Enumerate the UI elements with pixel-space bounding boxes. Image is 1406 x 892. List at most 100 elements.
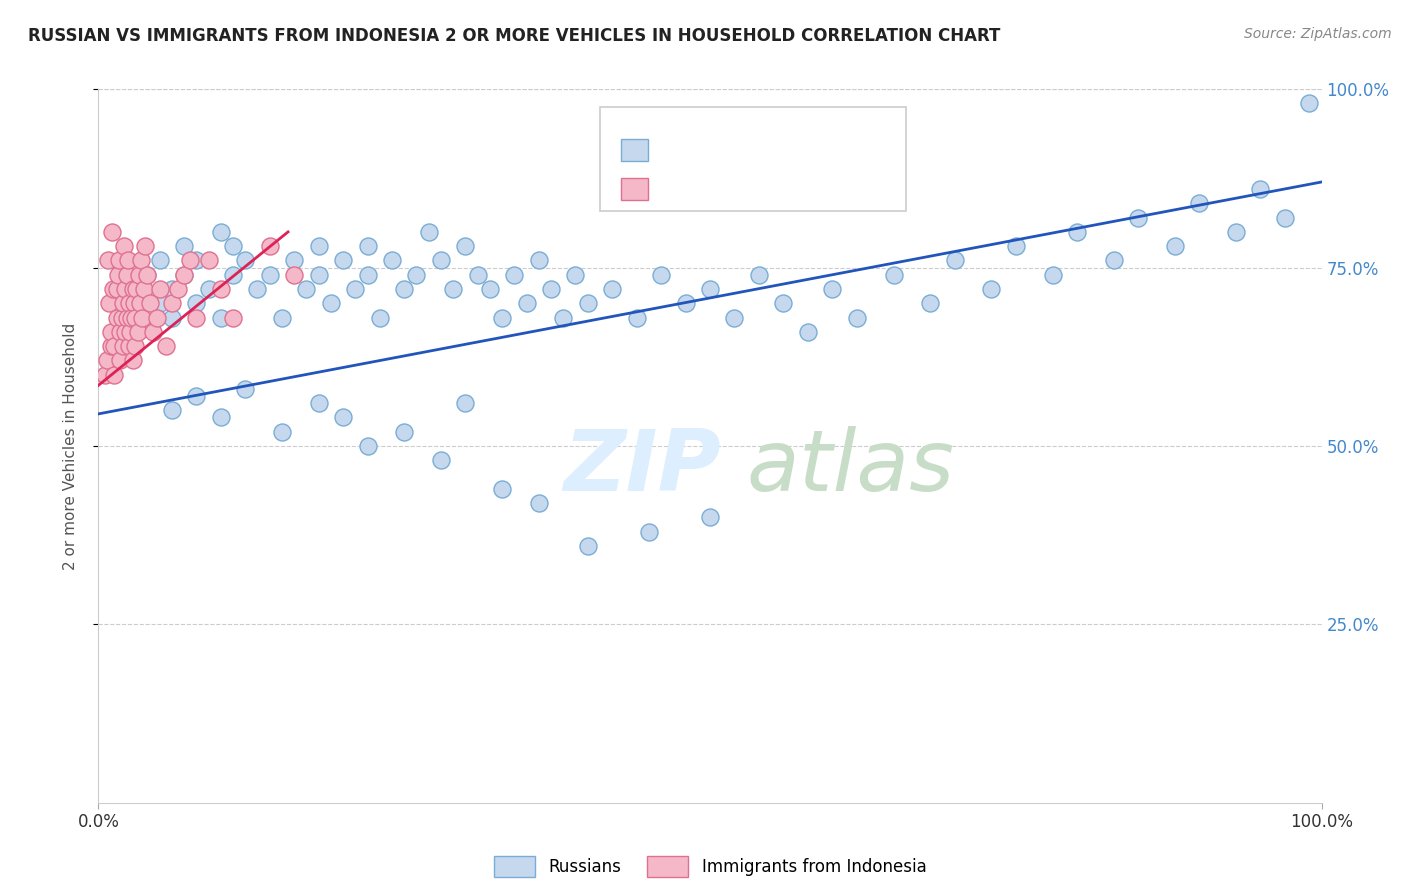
Point (103, 339, 125, 353)
Point (270, 425, 294, 439)
Point (108, 253, 131, 268)
Text: ZIP: ZIP (564, 425, 721, 509)
Point (295, 282, 318, 296)
Point (112, 239, 135, 253)
Point (160, 310, 183, 325)
Point (125, 282, 148, 296)
Point (98, 296, 121, 310)
Point (105, 310, 128, 325)
Point (124, 339, 146, 353)
Point (186, 310, 208, 325)
Point (118, 296, 141, 310)
Point (527, 253, 550, 268)
Point (675, 296, 697, 310)
Point (283, 268, 305, 282)
Point (454, 239, 477, 253)
Point (748, 268, 770, 282)
Point (209, 282, 232, 296)
Point (127, 325, 149, 339)
Text: N = 58: N = 58 (796, 175, 859, 193)
Point (308, 396, 330, 410)
Point (1164, 239, 1187, 253)
Point (1128, 211, 1150, 225)
Point (564, 268, 586, 282)
Point (149, 253, 172, 268)
Point (405, 268, 427, 282)
Point (107, 268, 129, 282)
Point (179, 253, 201, 268)
Point (797, 325, 820, 339)
Point (115, 310, 138, 325)
Point (142, 325, 165, 339)
Point (319, 296, 342, 310)
Point (283, 253, 305, 268)
Point (149, 296, 172, 310)
Point (1066, 225, 1088, 239)
Point (515, 296, 537, 310)
Point (173, 268, 195, 282)
Point (368, 310, 391, 325)
Point (356, 239, 378, 253)
Point (259, 239, 281, 253)
Point (503, 268, 526, 282)
Y-axis label: 2 or more Vehicles in Household: 2 or more Vehicles in Household (63, 322, 77, 570)
Point (392, 425, 416, 439)
Point (120, 310, 142, 325)
Point (1042, 268, 1064, 282)
Point (723, 310, 745, 325)
Point (270, 310, 294, 325)
Point (111, 282, 134, 296)
Point (527, 496, 550, 510)
Point (1298, 96, 1320, 111)
Point (308, 268, 330, 282)
Point (101, 282, 124, 296)
Point (418, 225, 440, 239)
Point (167, 282, 190, 296)
Point (1188, 196, 1211, 211)
Point (430, 453, 453, 467)
Point (699, 510, 721, 524)
Point (381, 253, 404, 268)
Point (155, 339, 177, 353)
Point (110, 325, 132, 339)
Point (124, 310, 146, 325)
Point (129, 296, 152, 310)
Point (1274, 211, 1296, 225)
Point (626, 310, 648, 325)
Point (356, 268, 378, 282)
Point (478, 282, 501, 296)
Point (209, 310, 232, 325)
Legend: Russians, Immigrants from Indonesia: Russians, Immigrants from Indonesia (494, 856, 927, 877)
Bar (620, 139, 648, 161)
Point (197, 282, 219, 296)
Point (491, 482, 513, 496)
Point (233, 382, 256, 396)
Point (173, 268, 195, 282)
Text: RUSSIAN VS IMMIGRANTS FROM INDONESIA 2 OR MORE VEHICLES IN HOUSEHOLD CORRELATION: RUSSIAN VS IMMIGRANTS FROM INDONESIA 2 O… (28, 27, 1001, 45)
Point (821, 282, 844, 296)
Point (120, 325, 142, 339)
Point (233, 253, 256, 268)
Point (1225, 225, 1247, 239)
Point (136, 268, 159, 282)
Point (344, 282, 367, 296)
Point (110, 353, 132, 368)
Point (96, 353, 118, 368)
Point (845, 310, 868, 325)
Point (115, 268, 138, 282)
Point (160, 282, 183, 296)
Point (441, 282, 464, 296)
Point (699, 282, 721, 296)
Text: R = 0.327: R = 0.327 (661, 175, 752, 193)
Point (186, 253, 208, 268)
Point (101, 225, 124, 239)
Point (117, 253, 139, 268)
Point (980, 282, 1002, 296)
Point (103, 368, 125, 382)
Point (209, 225, 232, 239)
FancyBboxPatch shape (600, 107, 905, 211)
Point (100, 325, 122, 339)
Point (467, 268, 489, 282)
Point (209, 410, 232, 425)
Point (105, 282, 128, 296)
